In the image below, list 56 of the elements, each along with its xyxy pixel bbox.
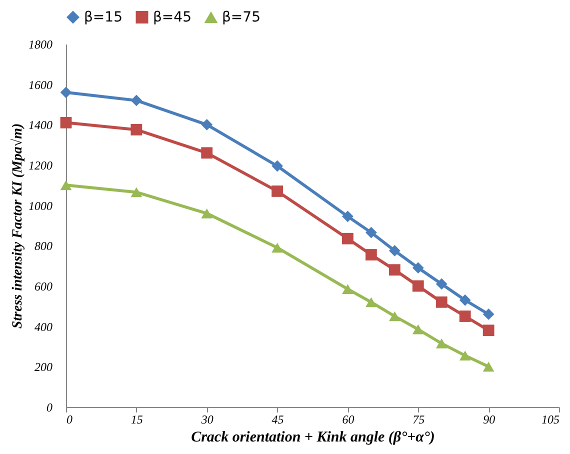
legend-label: β=45 — [153, 9, 192, 26]
point — [388, 245, 400, 256]
point — [482, 362, 494, 372]
point — [436, 296, 448, 308]
point — [130, 94, 142, 106]
point — [201, 147, 213, 159]
point — [482, 308, 494, 320]
point — [459, 310, 471, 322]
y-tick-label: 400 — [34, 320, 52, 334]
point — [60, 116, 72, 128]
x-tick-label: 0 — [66, 412, 72, 426]
point — [365, 249, 377, 260]
point — [272, 242, 283, 253]
x-tick-label: 60 — [342, 412, 354, 426]
x-tick-label: 75 — [412, 412, 425, 426]
point — [436, 338, 448, 348]
y-tick-label: 0 — [46, 400, 52, 414]
y-tick-label: 800 — [34, 239, 52, 254]
point — [201, 118, 213, 130]
point — [342, 232, 354, 244]
point — [436, 278, 448, 290]
y-axis-title: Stress intensity Factor KI (Mpa√m) — [10, 123, 26, 329]
legend-label: β=15 — [84, 9, 122, 26]
point — [365, 226, 377, 238]
point — [388, 264, 400, 276]
x-axis-title: Crack orientation + Kink angle (β°+α°) — [191, 430, 435, 446]
point — [412, 324, 424, 334]
x-tick-label: 15 — [130, 412, 143, 426]
point — [482, 324, 494, 336]
point — [459, 350, 471, 361]
point — [272, 186, 283, 197]
point — [388, 311, 400, 322]
point — [459, 294, 471, 306]
point — [130, 187, 142, 198]
y-tick-label: 1800 — [28, 38, 52, 52]
point — [342, 210, 354, 222]
x-tick-label: 45 — [272, 412, 284, 426]
x-tick-label: 90 — [483, 412, 496, 426]
point — [412, 262, 424, 274]
point — [60, 86, 72, 98]
point — [201, 208, 213, 218]
point — [365, 297, 377, 308]
y-tick-label: 200 — [34, 360, 52, 374]
point — [130, 124, 142, 136]
y-tick-label: 1200 — [28, 158, 52, 172]
point — [60, 180, 72, 190]
x-tick-label: 30 — [200, 412, 214, 426]
legend-label: β=75 — [222, 10, 260, 26]
point — [342, 284, 354, 294]
x-tick-label: 105 — [542, 412, 560, 426]
point — [412, 280, 424, 292]
point — [272, 160, 283, 172]
y-tick-label: 600 — [34, 280, 52, 294]
y-tick-label: 1000 — [28, 198, 52, 213]
y-tick-label: 1400 — [28, 118, 52, 132]
y-tick-label: 1600 — [28, 78, 52, 92]
